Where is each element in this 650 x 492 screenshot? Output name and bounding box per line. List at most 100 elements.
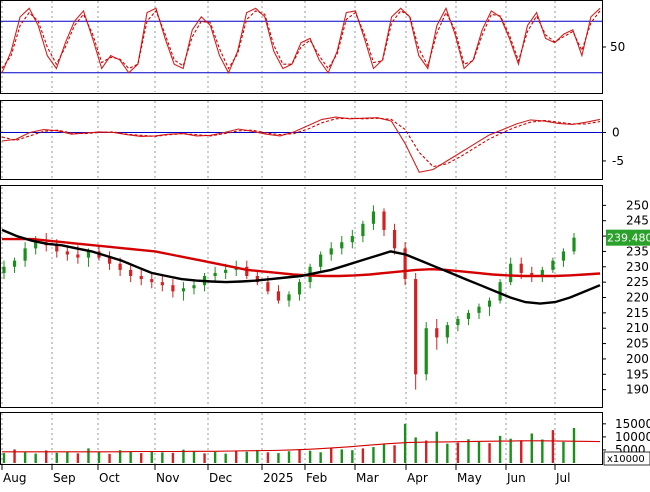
up-candle — [487, 300, 492, 307]
volume-bar — [456, 442, 460, 463]
up-candle — [551, 260, 555, 270]
y-tick-label: 195 — [626, 367, 649, 381]
up-candle — [287, 294, 291, 301]
up-candle — [192, 285, 196, 289]
volume-bar — [319, 452, 322, 463]
volume-bar — [572, 428, 576, 463]
y-tick-label: 225 — [626, 275, 649, 289]
volume-bar — [108, 453, 111, 463]
down-candle — [266, 282, 270, 292]
volume-bar — [171, 452, 175, 463]
up-candle — [2, 266, 6, 273]
volume-bar — [382, 444, 386, 463]
volume-bar — [87, 448, 90, 463]
y-tick-label: 0 — [612, 125, 620, 139]
volume-bar — [530, 433, 533, 463]
down-candle — [530, 272, 534, 276]
volume-bar — [403, 423, 407, 463]
up-candle — [224, 269, 228, 273]
macd-panel-frame — [0, 100, 603, 180]
down-candle — [435, 328, 439, 338]
x-tick-label: Feb — [306, 471, 327, 485]
y-tick-label: 15000 — [615, 417, 650, 431]
down-candle — [276, 291, 281, 301]
axis-layer: Aug Sep Oct Nov Dec 2025 Feb Mar Apr May Jun Jul 50 0… — [1, 40, 650, 485]
y-tick-label: 245 — [626, 214, 649, 228]
volume-bar — [298, 449, 301, 463]
up-candle — [498, 282, 502, 301]
down-candle — [118, 263, 122, 270]
volume-bar — [118, 450, 122, 463]
up-candle — [361, 223, 365, 237]
up-candle — [297, 282, 302, 295]
y-tick-label: 230 — [626, 260, 649, 274]
volume-bar — [203, 453, 206, 463]
y-tick-label: 220 — [626, 291, 649, 305]
volume-bar — [520, 440, 523, 463]
x-tick-label: Mar — [356, 471, 379, 485]
up-candle — [86, 251, 91, 258]
volume-average-line — [2, 440, 601, 453]
last-price-box — [606, 229, 650, 246]
down-candle — [139, 276, 143, 280]
volume-bar — [34, 453, 37, 463]
down-candle — [65, 251, 69, 255]
down-candle — [129, 269, 133, 276]
volume-bar — [266, 452, 270, 463]
down-candle — [392, 229, 397, 249]
volume-bar — [541, 439, 544, 463]
volume-scale-label: x10000 — [607, 454, 645, 465]
volume-bar — [509, 438, 512, 463]
y-tick-label: -5 — [612, 154, 624, 168]
y-tick-label: 210 — [626, 321, 649, 335]
volume-bar — [150, 450, 153, 463]
volume-bar — [340, 449, 343, 463]
volume-bar — [351, 450, 354, 463]
down-candle — [255, 276, 259, 283]
volume-bar — [23, 452, 27, 463]
volume-bar — [129, 451, 132, 463]
price-panel-frame — [0, 185, 603, 408]
y-tick-label: 205 — [626, 337, 649, 351]
volume-bar — [245, 451, 248, 463]
volume-bar — [372, 447, 375, 463]
volume-bar — [446, 443, 449, 463]
down-candle — [519, 263, 523, 273]
volume-bar — [66, 451, 69, 463]
x-tick-label: Nov — [156, 471, 179, 485]
short-moving-average-line — [1, 228, 601, 305]
volume-bar — [235, 450, 238, 463]
up-candle — [540, 269, 544, 276]
volume-bar — [287, 451, 291, 463]
x-tick-label: Dec — [209, 471, 232, 485]
down-candle — [55, 245, 59, 252]
volume-bar — [330, 447, 333, 463]
y-tick-label: 10000 — [615, 430, 650, 444]
volume-panel-frame — [0, 412, 603, 465]
up-candle — [572, 237, 576, 252]
volume-bar — [498, 435, 502, 463]
volume-bar — [361, 448, 365, 463]
x-tick-label: Apr — [407, 471, 428, 485]
x-tick-label: Sep — [53, 471, 76, 485]
volume-bar — [467, 439, 470, 463]
x-tick-label: 2025 — [263, 471, 294, 485]
down-candle — [150, 279, 154, 283]
y-tick-label: 215 — [626, 306, 649, 320]
up-candle — [12, 260, 17, 267]
volume-bar — [256, 449, 259, 463]
down-candle — [171, 285, 175, 292]
volume-bar — [97, 452, 101, 463]
volume-bar — [435, 431, 438, 463]
volume-bar — [393, 445, 396, 463]
x-tick-label: Aug — [3, 471, 26, 485]
up-candle — [34, 242, 38, 249]
up-candle — [561, 251, 566, 261]
volume-bar — [192, 451, 196, 463]
down-candle — [160, 282, 164, 286]
up-candle — [329, 248, 333, 255]
up-candle — [424, 328, 428, 375]
up-candle — [466, 312, 471, 319]
y-tick-label: 190 — [626, 383, 649, 397]
